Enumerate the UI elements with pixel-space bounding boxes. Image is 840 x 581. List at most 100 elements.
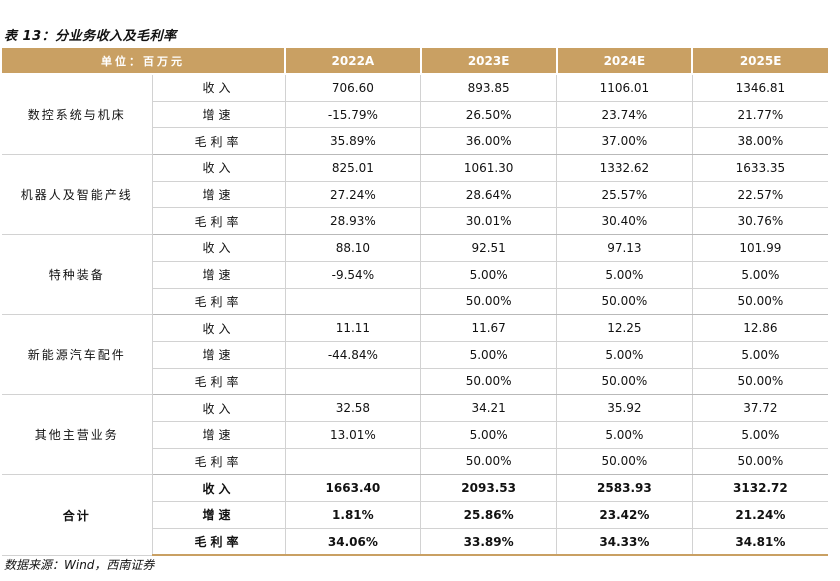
value-cell: 30.40% <box>556 207 693 236</box>
table-row: 毛利率 35.89% 36.00% 37.00% 38.00% <box>2 127 828 156</box>
value-cell: 50.00% <box>692 448 828 476</box>
table-row: 机器人及智能产线 收入 825.01 1061.30 1332.62 1633.35 <box>2 154 828 236</box>
table-row: 增速 13.01% 5.00% 5.00% 5.00% <box>2 421 828 449</box>
metric-label: 收入 <box>152 314 286 342</box>
value-cell: 26.50% <box>420 101 557 129</box>
table-row: 数控系统与机床 收入 706.60 893.85 1106.01 1346.81 <box>2 74 828 156</box>
table-row: 毛利率 50.00% 50.00% 50.00% <box>2 288 828 316</box>
value-cell <box>285 368 422 396</box>
value-cell: 11.67 <box>420 314 557 342</box>
value-cell: 27.24% <box>285 181 422 209</box>
value-cell: 25.86% <box>420 501 557 529</box>
value-cell: 88.10 <box>285 234 422 262</box>
value-cell: 1633.35 <box>692 154 828 182</box>
table-row: 增速 -44.84% 5.00% 5.00% 5.00% <box>2 341 828 369</box>
segment-name: 数控系统与机床 <box>2 74 153 156</box>
value-cell: 50.00% <box>420 288 557 316</box>
value-cell: 5.00% <box>420 341 557 369</box>
value-cell: 5.00% <box>556 341 693 369</box>
value-cell: 5.00% <box>692 421 828 449</box>
table-title: 表 13：分业务收入及毛利率 <box>4 29 177 44</box>
year-header: 2023E <box>420 48 558 75</box>
value-cell: 50.00% <box>692 288 828 316</box>
value-cell: 5.00% <box>692 341 828 369</box>
value-cell: 825.01 <box>285 154 422 182</box>
value-cell: 92.51 <box>420 234 557 262</box>
value-cell: 34.81% <box>692 528 828 557</box>
value-cell: 21.24% <box>692 501 828 529</box>
value-cell: 34.21 <box>420 394 557 422</box>
value-cell: 1346.81 <box>692 74 828 102</box>
value-cell: 893.85 <box>420 74 557 102</box>
value-cell: 706.60 <box>285 74 422 102</box>
header-row: 单位：百万元 2022A 2023E 2024E 2025E <box>2 48 828 75</box>
table-row: 新能源汽车配件 收入 11.11 11.67 12.25 12.86 <box>2 314 828 396</box>
segment-name: 特种装备 <box>2 234 153 316</box>
table-row: 增速 -15.79% 26.50% 23.74% 21.77% <box>2 101 828 129</box>
metric-label: 增速 <box>152 101 286 129</box>
table-row: 毛利率 28.93% 30.01% 30.40% 30.76% <box>2 207 828 236</box>
table-row: 增速 27.24% 28.64% 25.57% 22.57% <box>2 181 828 209</box>
year-header: 2024E <box>556 48 694 75</box>
metric-label: 收入 <box>152 154 286 182</box>
metric-label: 毛利率 <box>152 448 286 476</box>
value-cell: 35.92 <box>556 394 693 422</box>
value-cell <box>285 448 422 476</box>
value-cell: 25.57% <box>556 181 693 209</box>
value-cell: 37.00% <box>556 127 693 156</box>
metric-label: 毛利率 <box>152 288 286 316</box>
metric-label: 毛利率 <box>152 368 286 396</box>
value-cell: 1663.40 <box>285 474 422 502</box>
metric-label: 收入 <box>152 394 286 422</box>
value-cell: 5.00% <box>420 421 557 449</box>
value-cell: 12.86 <box>692 314 828 342</box>
metric-label: 毛利率 <box>152 528 286 557</box>
business-table: 单位：百万元 2022A 2023E 2024E 2025E 数控系统与机床 收入… <box>2 48 828 557</box>
metric-label: 收入 <box>152 74 286 102</box>
value-cell: 50.00% <box>556 288 693 316</box>
value-cell: 22.57% <box>692 181 828 209</box>
value-cell: -9.54% <box>285 261 422 289</box>
value-cell: 101.99 <box>692 234 828 262</box>
value-cell <box>285 288 422 316</box>
value-cell: 5.00% <box>556 261 693 289</box>
value-cell: 5.00% <box>692 261 828 289</box>
table-row: 增速 1.81% 25.86% 23.42% 21.24% <box>2 501 828 529</box>
value-cell: 28.64% <box>420 181 557 209</box>
year-header: 2022A <box>285 48 422 75</box>
value-cell: 23.42% <box>556 501 693 529</box>
value-cell: 32.58 <box>285 394 422 422</box>
metric-label: 增速 <box>152 501 286 529</box>
value-cell: 28.93% <box>285 207 422 236</box>
metric-label: 增速 <box>152 341 286 369</box>
metric-label: 收入 <box>152 234 286 262</box>
value-cell: 38.00% <box>692 127 828 156</box>
segment-name: 合计 <box>2 474 153 556</box>
table-row: 特种装备 收入 88.10 92.51 97.13 101.99 <box>2 234 828 316</box>
year-header: 2025E <box>692 48 828 75</box>
value-cell: 34.06% <box>285 528 422 557</box>
value-cell: 34.33% <box>556 528 693 557</box>
value-cell: 30.76% <box>692 207 828 236</box>
value-cell: 1.81% <box>285 501 422 529</box>
table-row: 毛利率 34.06% 33.89% 34.33% 34.81% <box>2 528 828 557</box>
segment-name: 机器人及智能产线 <box>2 154 153 236</box>
value-cell: 21.77% <box>692 101 828 129</box>
table-row: 增速 -9.54% 5.00% 5.00% 5.00% <box>2 261 828 289</box>
metric-label: 增速 <box>152 421 286 449</box>
value-cell: 11.11 <box>285 314 422 342</box>
value-cell: 3132.72 <box>692 474 828 502</box>
unit-header: 单位：百万元 <box>2 48 286 75</box>
value-cell: 97.13 <box>556 234 693 262</box>
metric-label: 毛利率 <box>152 127 286 156</box>
value-cell: 50.00% <box>556 368 693 396</box>
table-row: 其他主营业务 收入 32.58 34.21 35.92 37.72 <box>2 394 828 476</box>
value-cell: 5.00% <box>420 261 557 289</box>
metric-label: 增速 <box>152 181 286 209</box>
metric-label: 收入 <box>152 474 286 502</box>
value-cell: 30.01% <box>420 207 557 236</box>
value-cell: 50.00% <box>420 448 557 476</box>
value-cell: 23.74% <box>556 101 693 129</box>
value-cell: 1061.30 <box>420 154 557 182</box>
table-row: 毛利率 50.00% 50.00% 50.00% <box>2 448 828 476</box>
